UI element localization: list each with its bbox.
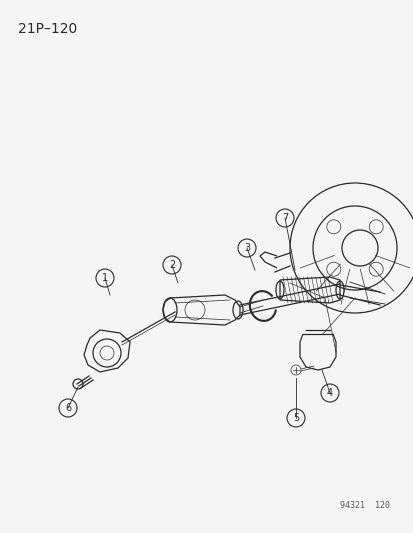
Text: 21P–120: 21P–120 [18,22,77,36]
Text: 2: 2 [169,260,175,270]
Text: 4: 4 [326,388,332,398]
Text: 6: 6 [65,403,71,413]
Text: 5: 5 [292,413,299,423]
Text: 94321  120: 94321 120 [339,501,389,510]
Text: 1: 1 [102,273,108,283]
Text: 3: 3 [243,243,249,253]
Text: 7: 7 [281,213,287,223]
